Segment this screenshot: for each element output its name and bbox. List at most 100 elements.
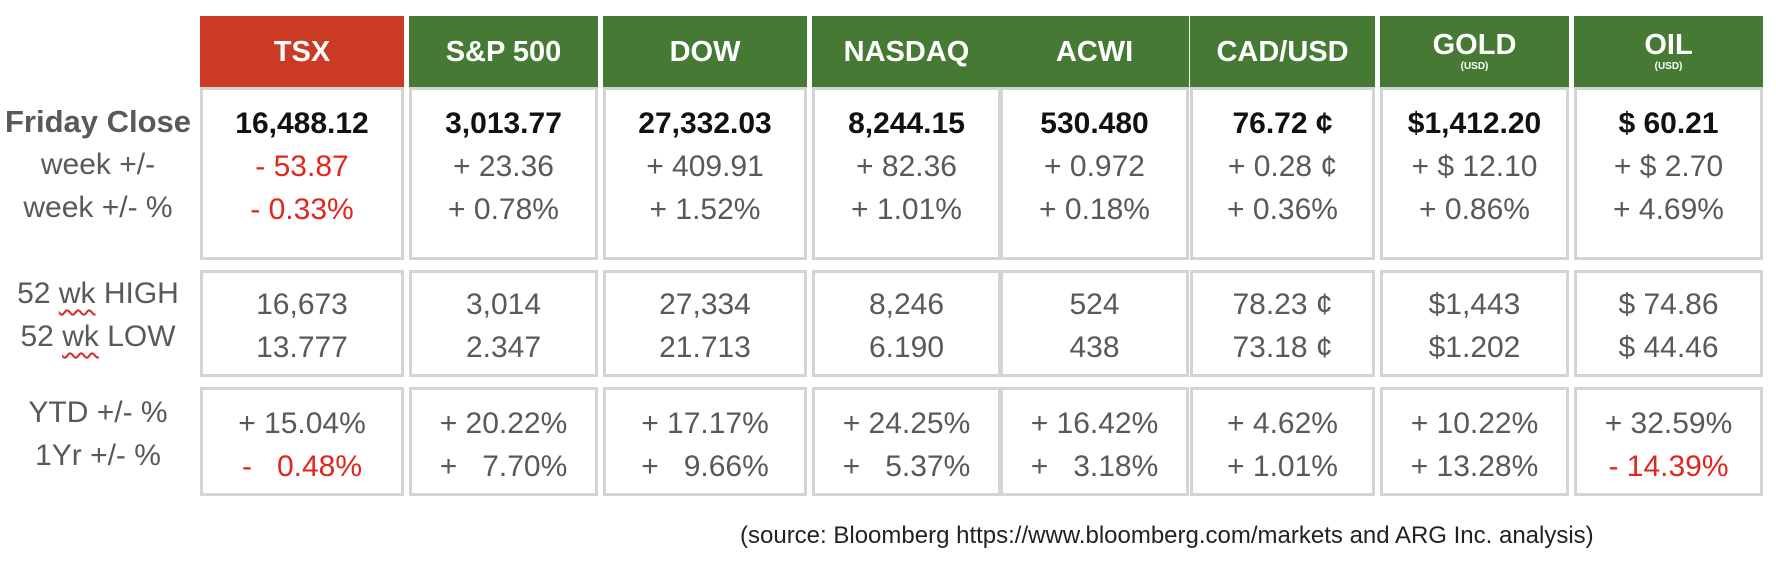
one-year-value: + 9.66% <box>641 450 769 483</box>
week-change-value: + $ 12.10 <box>1411 150 1538 183</box>
one-year-value: + 5.37% <box>842 450 971 483</box>
market-column-tsx: TSX 16,488.12 - 53.87 - 0.33% 16,673 13.777 + … <box>200 16 404 496</box>
label-low-suffix: LOW <box>98 320 176 353</box>
label-low-prefix: 52 <box>20 320 63 353</box>
range-box: 27,334 21.713 <box>603 270 807 377</box>
row-labels-group-3: YTD +/- % 1Yr +/- % <box>0 391 196 477</box>
week-change-value: - 53.87 <box>255 150 349 183</box>
column-header: OIL (USD) <box>1574 16 1763 87</box>
high-52wk-value: 524 <box>1069 288 1120 321</box>
weekly-box: 8,244.15 + 82.36 + 1.01% <box>812 87 1001 260</box>
column-header-unit: (USD) <box>1654 60 1683 72</box>
high-52wk-value: 8,246 <box>868 288 945 321</box>
column-header-unit: (USD) <box>1460 60 1489 72</box>
column-header: GOLD (USD) <box>1380 16 1569 87</box>
market-column-cad-usd: CAD/USD 76.72 ¢ + 0.28 ¢ + 0.36% 78.23 ¢ 73.1… <box>1190 16 1375 496</box>
label-high-prefix: 52 <box>17 277 59 310</box>
column-header: DOW <box>603 16 807 87</box>
week-change-pct-value: + 0.18% <box>1039 193 1150 226</box>
range-box: 524 438 <box>1000 270 1189 377</box>
low-52wk-value: 6.190 <box>868 331 945 364</box>
high-52wk-value: 27,334 <box>659 288 751 321</box>
range-box: 8,246 6.190 <box>812 270 1001 377</box>
label-high-suffix: HIGH <box>95 277 179 310</box>
low-52wk-value: 2.347 <box>465 331 542 364</box>
one-year-value: + 3.18% <box>1030 450 1159 483</box>
low-52wk-value: 21.713 <box>659 331 751 364</box>
weekly-box: 16,488.12 - 53.87 - 0.33% <box>200 87 404 260</box>
label-week-change-pct: week +/- % <box>23 191 173 224</box>
column-header: CAD/USD <box>1190 16 1375 87</box>
low-52wk-value: 73.18 ¢ <box>1232 331 1333 364</box>
source-note: (source: Bloomberg https://www.bloomberg… <box>740 522 1594 549</box>
friday-close-value: 16,488.12 <box>235 107 369 140</box>
market-column-gold: GOLD (USD) $1,412.20 + $ 12.10 + 0.86% $1,443… <box>1380 16 1569 496</box>
column-header-name: S&P 500 <box>445 35 562 68</box>
weekly-box: 530.480 + 0.972 + 0.18% <box>1000 87 1189 260</box>
week-change-pct-value: + 1.01% <box>851 193 962 226</box>
one-year-value: + 7.70% <box>439 450 568 483</box>
week-change-pct-value: + 1.52% <box>649 193 761 226</box>
range-box: $1,443 $1.202 <box>1380 270 1569 377</box>
performance-box: + 20.22% + 7.70% <box>409 387 598 496</box>
range-box: $ 74.86 $ 44.46 <box>1574 270 1763 377</box>
market-column-nasdaq: NASDAQ 8,244.15 + 82.36 + 1.01% 8,246 6.190 + … <box>812 16 1001 496</box>
label-52wk-high: 52 wk HIGH <box>0 272 196 315</box>
column-header: TSX <box>200 16 404 87</box>
range-box: 3,014 2.347 <box>409 270 598 377</box>
weekly-box: $ 60.21 + $ 2.70 + 4.69% <box>1574 87 1763 260</box>
high-52wk-value: 16,673 <box>256 288 348 321</box>
friday-close-value: $1,412.20 <box>1407 107 1542 140</box>
row-labels-group-2: 52 wk HIGH 52 wk LOW <box>0 272 196 358</box>
performance-box: + 10.22% + 13.28% <box>1380 387 1569 496</box>
label-one-year: 1Yr +/- % <box>35 439 161 472</box>
one-year-value: + 13.28% <box>1410 450 1539 483</box>
weekly-box: $1,412.20 + $ 12.10 + 0.86% <box>1380 87 1569 260</box>
market-column-s-p-500: S&P 500 3,013.77 + 23.36 + 0.78% 3,014 2.347 +… <box>409 16 598 496</box>
week-change-pct-value: + 0.78% <box>448 193 559 226</box>
label-week-change: week +/- <box>40 148 156 181</box>
label-friday-close: Friday Close <box>4 104 192 139</box>
high-52wk-value: $ 74.86 <box>1618 288 1719 321</box>
week-change-value: + 0.28 ¢ <box>1227 150 1338 183</box>
week-change-pct-value: + 4.69% <box>1613 193 1724 226</box>
week-change-value: + 82.36 <box>856 150 957 183</box>
performance-box: + 17.17% + 9.66% <box>603 387 807 496</box>
week-change-value: + 23.36 <box>453 150 554 183</box>
label-low-wk: wk <box>62 320 99 353</box>
column-header-name: GOLD <box>1432 28 1517 61</box>
ytd-value: + 24.25% <box>842 407 971 440</box>
column-header: S&P 500 <box>409 16 598 87</box>
high-52wk-value: 3,014 <box>465 288 542 321</box>
performance-box: + 32.59% - 14.39% <box>1574 387 1763 496</box>
low-52wk-value: 13.777 <box>256 331 348 364</box>
market-column-oil: OIL (USD) $ 60.21 + $ 2.70 + 4.69% $ 74.86 $ 4… <box>1574 16 1763 496</box>
low-52wk-value: $1.202 <box>1428 331 1521 364</box>
one-year-value: - 14.39% <box>1608 450 1729 483</box>
label-ytd: YTD +/- % <box>28 396 168 429</box>
weekly-box: 27,332.03 + 409.91 + 1.52% <box>603 87 807 260</box>
performance-box: + 4.62% + 1.01% <box>1190 387 1375 496</box>
ytd-value: + 20.22% <box>439 407 568 440</box>
weekly-box: 3,013.77 + 23.36 + 0.78% <box>409 87 598 260</box>
market-column-dow: DOW 27,332.03 + 409.91 + 1.52% 27,334 21.713 +… <box>603 16 807 496</box>
high-52wk-value: $1,443 <box>1428 288 1521 321</box>
label-high-wk: wk <box>58 277 96 310</box>
week-change-pct-value: + 0.86% <box>1419 193 1530 226</box>
column-header-name: ACWI <box>1055 35 1134 68</box>
performance-box: + 15.04% - 0.48% <box>200 387 404 496</box>
ytd-value: + 16.42% <box>1030 407 1159 440</box>
friday-close-value: 76.72 ¢ <box>1232 107 1333 140</box>
label-52wk-low: 52 wk LOW <box>0 315 196 358</box>
column-header-name: CAD/USD <box>1216 35 1349 68</box>
one-year-value: + 1.01% <box>1227 450 1338 483</box>
high-52wk-value: 78.23 ¢ <box>1232 288 1333 321</box>
week-change-value: + $ 2.70 <box>1613 150 1724 183</box>
performance-box: + 24.25% + 5.37% <box>812 387 1001 496</box>
ytd-value: + 17.17% <box>641 407 769 440</box>
column-header-name: TSX <box>273 35 331 68</box>
range-box: 16,673 13.777 <box>200 270 404 377</box>
ytd-value: + 15.04% <box>238 407 366 440</box>
weekly-box: 76.72 ¢ + 0.28 ¢ + 0.36% <box>1190 87 1375 260</box>
week-change-value: + 409.91 <box>646 150 764 183</box>
